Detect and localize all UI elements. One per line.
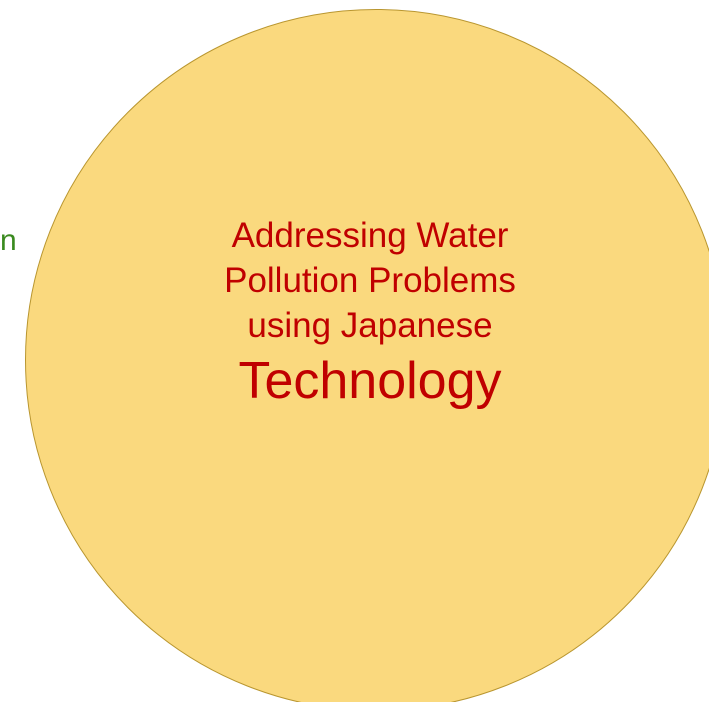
topic-title-keyword: Technology — [238, 352, 502, 410]
topic-title: Addressing Water Pollution Problems usin… — [140, 213, 600, 414]
topic-circle — [25, 9, 709, 702]
topic-title-line-3: using Japanese — [247, 306, 493, 345]
partial-text-fragment: n — [0, 224, 17, 257]
topic-title-line-1: Addressing Water — [231, 216, 509, 255]
topic-title-line-2: Pollution Problems — [224, 261, 516, 300]
